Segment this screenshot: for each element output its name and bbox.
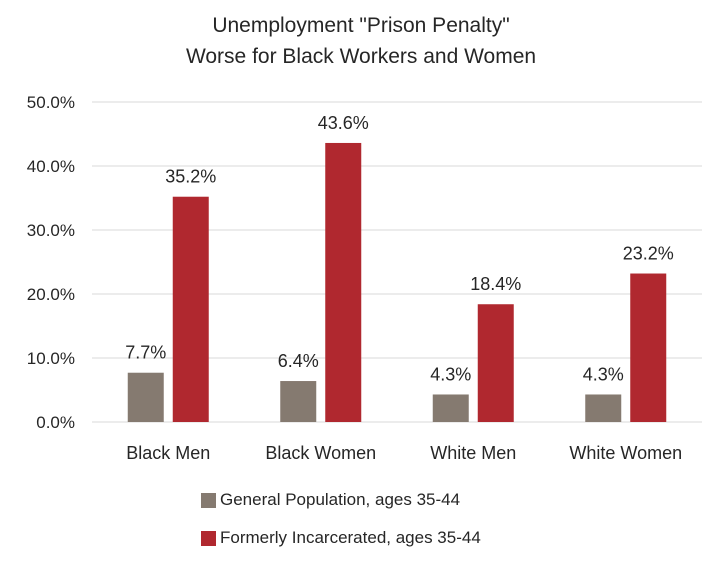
bar-formerly-incarcerated (477, 304, 514, 422)
x-category-label: White Men (430, 443, 516, 463)
x-category-label: Black Men (126, 443, 210, 463)
x-category-label: Black Women (265, 443, 376, 463)
bar-general-population (280, 381, 317, 422)
data-label: 35.2% (165, 167, 216, 187)
data-labels: 7.7% 35.2% 6.4% 43.6% 4.3% 18.4% 4.3% 23.2% (125, 113, 674, 385)
legend-label-incarcerated: Formerly Incarcerated, ages 35-44 (220, 528, 481, 547)
legend-item-general-population: General Population, ages 35-44 (201, 490, 460, 510)
legend-label-general: General Population, ages 35-44 (220, 490, 461, 509)
data-label: 6.4% (278, 351, 319, 371)
data-label: 4.3% (430, 364, 471, 384)
legend-swatch-incarcerated (201, 530, 216, 546)
chart-title-line-1: Unemployment "Prison Penalty" (212, 14, 510, 37)
bar-formerly-incarcerated (172, 196, 209, 422)
legend-item-formerly-incarcerated: Formerly Incarcerated, ages 35-44 (201, 528, 481, 548)
data-label: 23.2% (623, 244, 674, 264)
y-axis-ticks: 0.0% 10.0% 20.0% 30.0% 40.0% 50.0% (27, 93, 75, 432)
y-tick-label: 0.0% (36, 413, 75, 432)
bars (127, 142, 667, 422)
bar-general-population (432, 394, 469, 422)
y-tick-label: 20.0% (27, 285, 75, 304)
chart-title-line-2: Worse for Black Workers and Women (185, 45, 537, 68)
data-label: 43.6% (318, 113, 369, 133)
y-tick-label: 10.0% (27, 349, 75, 368)
data-label: 18.4% (470, 274, 521, 294)
chart-title: Unemployment "Prison Penalty" Worse for … (0, 10, 722, 72)
y-tick-label: 50.0% (27, 93, 75, 112)
x-category-label: White Women (569, 443, 682, 463)
bar-formerly-incarcerated (325, 142, 362, 422)
x-axis-categories: Black Men Black Women White Men White Women (126, 443, 682, 463)
y-tick-label: 30.0% (27, 221, 75, 240)
data-label: 4.3% (583, 364, 624, 384)
bar-general-population (127, 372, 164, 422)
bar-general-population (585, 394, 622, 422)
data-label: 7.7% (125, 343, 166, 363)
bar-formerly-incarcerated (630, 273, 667, 422)
y-tick-label: 40.0% (27, 157, 75, 176)
legend-swatch-general (201, 492, 216, 508)
